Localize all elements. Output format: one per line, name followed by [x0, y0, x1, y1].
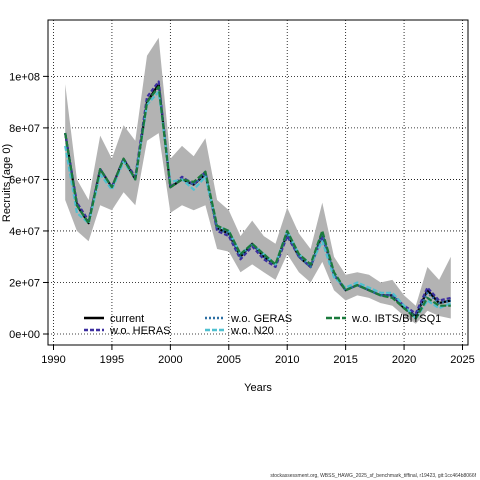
- y-tick-label: 1e+08: [9, 71, 40, 83]
- x-tick-label: 2000: [158, 354, 182, 366]
- footer-source-text: stockassessment.org, WBSS_HAWG_2025_sf_b…: [270, 473, 476, 479]
- legend-label-current: current: [110, 313, 144, 325]
- y-tick-label: 8e+07: [9, 123, 40, 135]
- series-line-w-o-heras: [64, 80, 452, 315]
- y-tick-label: 4e+07: [9, 226, 40, 238]
- y-tick-label: 6e+07: [9, 174, 40, 186]
- confidence-band: [65, 37, 451, 324]
- legend-label-w-o-n20: w.o. N20: [230, 325, 274, 337]
- x-tick-label: 1995: [100, 354, 124, 366]
- y-axis-label: Recruits (age 0): [1, 144, 13, 222]
- x-tick-label: 1990: [41, 354, 65, 366]
- series-line-w-o-n20: [64, 90, 452, 320]
- plot-frame: [47, 19, 469, 346]
- legend-label-w-o-heras: w.o. HERAS: [109, 325, 171, 337]
- legend-label-w-o-ibts-bitsq1: w.o. IBTS/BITSQ1: [351, 313, 441, 325]
- series-line-w-o-ibts-bitsq1: [64, 85, 451, 320]
- y-tick-label: 0e+00: [9, 329, 40, 341]
- y-tick-label: 2e+07: [9, 277, 40, 289]
- legend-label-w-o-geras: w.o. GERAS: [230, 313, 292, 325]
- x-tick-label: 2020: [392, 354, 416, 366]
- x-axis-label: Years: [244, 382, 272, 394]
- band-area: [65, 37, 451, 324]
- x-tick-label: 2025: [450, 354, 474, 366]
- x-axis: 1990 1995 2000 2005 2010 2015 2020 2025: [41, 345, 475, 366]
- x-tick-label: 2010: [275, 354, 299, 366]
- x-tick-label: 2005: [217, 354, 241, 366]
- series-lines: [64, 80, 452, 320]
- y-axis: 0e+00 2e+07 4e+07 6e+07 8e+07 1e+08: [9, 71, 48, 341]
- x-tick-label: 2015: [333, 354, 357, 366]
